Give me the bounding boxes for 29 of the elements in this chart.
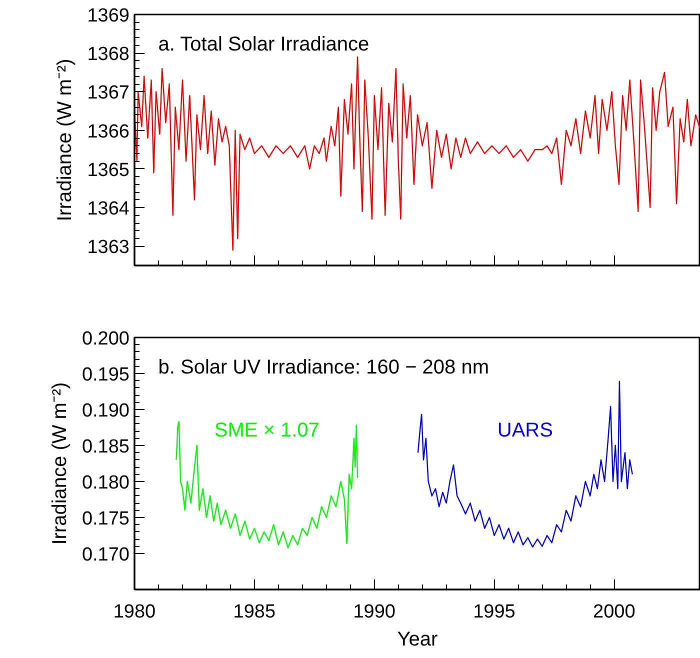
y-tick-label: 1367 bbox=[87, 82, 130, 104]
y-tick-label: 1369 bbox=[87, 6, 130, 26]
line-series bbox=[134, 56, 700, 251]
text: a. Total Solar Irradiance bbox=[158, 34, 370, 56]
y-tick-label: 1368 bbox=[87, 44, 130, 66]
text: UARS bbox=[497, 420, 553, 442]
x-tick-label: 1990 bbox=[353, 602, 396, 622]
x-axis-title: Year bbox=[397, 628, 438, 650]
line-series bbox=[176, 421, 358, 548]
x-tick-label: 1995 bbox=[473, 602, 516, 622]
line-series bbox=[417, 380, 633, 548]
y-tick-label: 0.195 bbox=[82, 364, 130, 386]
x-tick-label: 1985 bbox=[233, 602, 276, 622]
y-tick-label: 0.185 bbox=[82, 436, 130, 458]
y-tick-label: 0.170 bbox=[82, 544, 130, 566]
y-tick-label: 1363 bbox=[87, 237, 130, 258]
y-axis-title: Irradiance (W m⁻²) bbox=[48, 382, 71, 545]
x-tick-label: 1980 bbox=[113, 602, 156, 622]
y-tick-label: 1366 bbox=[87, 121, 130, 142]
series-label: SME × 1.07 bbox=[214, 420, 320, 442]
y-tick-label: 0.190 bbox=[82, 400, 130, 422]
y-tick-label: 0.200 bbox=[82, 328, 130, 350]
text: b. Solar UV Irradiance: 160 − 208 nm bbox=[158, 356, 490, 379]
y-tick-label: 1364 bbox=[87, 198, 130, 220]
x-tick-label: 2000 bbox=[593, 602, 636, 622]
y-tick-label: 1365 bbox=[87, 160, 130, 181]
y-tick-label: 0.180 bbox=[82, 472, 130, 494]
y-tick-label: 0.175 bbox=[82, 508, 130, 530]
y-axis-title: Irradiance (W m⁻²) bbox=[54, 58, 76, 222]
